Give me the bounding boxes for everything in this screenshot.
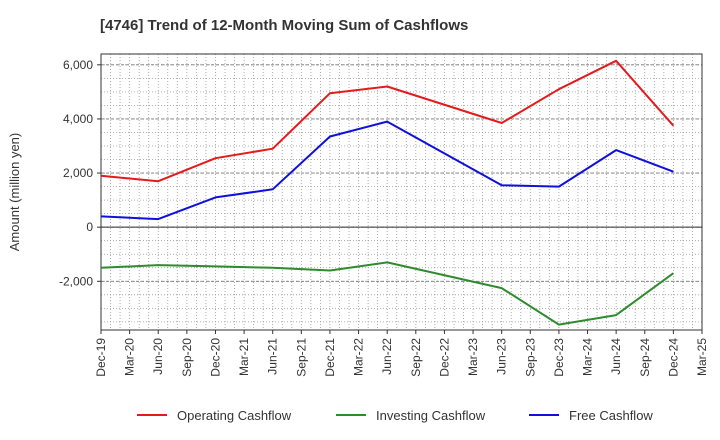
x-tick-label: Dec-22 — [437, 338, 451, 377]
series-line-free-cashflow — [100, 120, 674, 221]
legend: Operating Cashflow Investing Cashflow Free… — [137, 408, 653, 423]
x-tick-label: Dec-20 — [208, 338, 222, 377]
x-tick-label: Sep-24 — [638, 338, 652, 377]
series-line-investing-cashflow — [100, 261, 674, 326]
x-tick-label: Mar-22 — [352, 338, 366, 376]
y-tick-label: 0 — [86, 220, 93, 234]
x-tick-label: Sep-22 — [409, 338, 423, 377]
series-line-operating-cashflow — [100, 59, 675, 183]
x-tick-label: Mar-25 — [695, 338, 709, 376]
x-tick-label: Sep-23 — [523, 338, 537, 377]
legend-label-investing-cashflow: Investing Cashflow — [376, 408, 486, 423]
legend-label-free-cashflow: Free Cashflow — [569, 408, 653, 423]
plot-background — [101, 54, 702, 330]
x-tick-label: Jun-22 — [380, 338, 394, 375]
x-tick-label: Dec-21 — [323, 338, 337, 377]
y-tick-label: -2,000 — [59, 274, 93, 288]
y-axis-label: Amount (million yen) — [7, 133, 22, 252]
y-tick-label: 6,000 — [63, 58, 93, 72]
y-tick-label: 4,000 — [63, 112, 93, 126]
plot-area: -2,000 0 2,000 4,000 6,000 Dec-19 Mar-20 Jun-20… — [59, 53, 709, 377]
x-tick-label: Jun-24 — [609, 338, 623, 375]
x-tick-label: Sep-20 — [180, 338, 194, 377]
x-tick-label: Dec-19 — [94, 338, 108, 377]
x-tick-label: Dec-24 — [666, 338, 680, 377]
x-tick-label: Mar-23 — [466, 338, 480, 376]
x-tick-label: Mar-21 — [237, 338, 251, 376]
legend-label-operating-cashflow: Operating Cashflow — [177, 408, 292, 423]
x-tick-label: Mar-20 — [123, 338, 137, 376]
plot-frame — [100, 53, 703, 331]
y-tick-label: 2,000 — [63, 166, 93, 180]
x-tick-label: Jun-20 — [151, 338, 165, 375]
x-tick-label: Jun-23 — [495, 338, 509, 375]
x-tick-label: Dec-23 — [552, 338, 566, 377]
chart-title: [4746] Trend of 12-Month Moving Sum of C… — [100, 17, 468, 34]
x-tick-label: Sep-21 — [294, 338, 308, 377]
x-tick-label: Jun-21 — [266, 338, 280, 375]
x-tick-label: Mar-24 — [581, 338, 595, 376]
